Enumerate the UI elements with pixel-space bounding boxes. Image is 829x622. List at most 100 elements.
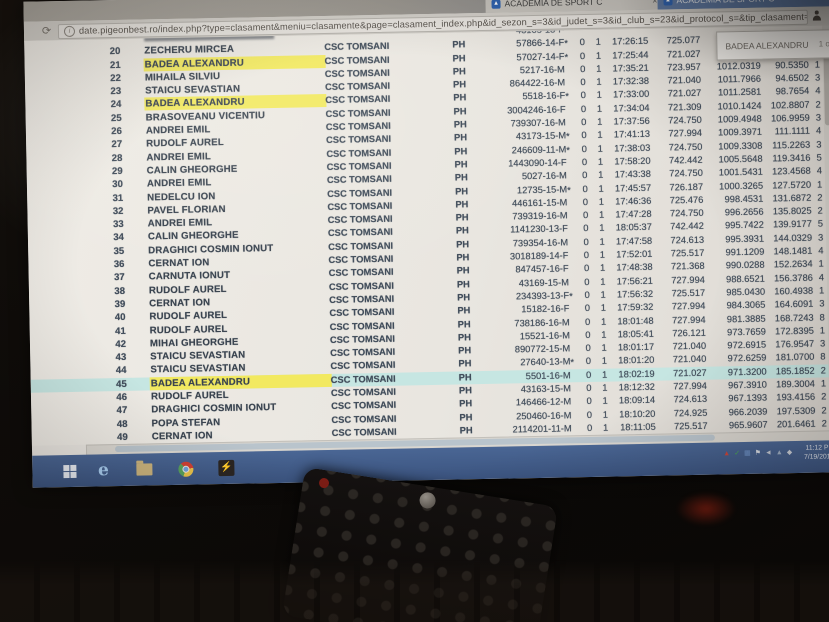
coefficient-cell: 127.5720 (772, 179, 812, 191)
speed-cell: 966.2039 (728, 406, 768, 417)
flag-a-cell: 0 (581, 143, 588, 154)
club-cell: CSC TOMSANI (331, 426, 397, 438)
taskbar-item-browser-e[interactable]: e (92, 459, 114, 481)
arrival-time-cell: 18:02:19 (618, 368, 655, 380)
club-cell: CSC TOMSANI (331, 400, 397, 412)
rank-cell: 28 (111, 152, 123, 164)
flag-a-cell: 0 (583, 223, 589, 234)
club-cell: CSC TOMSANI (330, 360, 396, 372)
club-cell: CSC TOMSANI (326, 134, 392, 146)
rank-cell: 41 (114, 325, 126, 337)
flag-a-cell: 0 (581, 130, 587, 141)
tray-icon[interactable]: ✓ (734, 450, 741, 458)
remote-power-button (418, 491, 437, 510)
tray-icon[interactable]: ◄ (764, 449, 772, 457)
arrival-time-cell: 17:41:13 (613, 129, 651, 140)
reload-icon[interactable]: ⟳ (41, 25, 52, 38)
flag-a-cell: 0 (587, 422, 593, 433)
ring-number-cell: 446161-15-M (511, 197, 568, 209)
tray-icon[interactable]: ▦ (743, 449, 751, 458)
flag-a-cell: 0 (585, 356, 592, 367)
rank-cell: 42 (115, 338, 127, 350)
club-cell: CSC TOMSANI (329, 306, 395, 319)
club-cell: CSC TOMSANI (328, 240, 394, 252)
tray-icon[interactable]: ◆ (786, 449, 793, 457)
folder-icon (136, 463, 153, 476)
speed-cell: 984.3065 (726, 299, 766, 311)
rank-cell: 32 (112, 205, 124, 217)
club-cell: CSC TOMSANI (328, 280, 394, 292)
distance-cell: 727.994 (671, 314, 706, 325)
distance-cell: 726.121 (672, 327, 706, 339)
page-info-icon[interactable]: i (63, 25, 76, 37)
speed-cell: 1009.3971 (718, 127, 763, 138)
speed-cell: 990.0288 (725, 259, 765, 271)
club-cell: CSC TOMSANI (327, 213, 393, 226)
arrival-time-cell: 17:45:57 (614, 182, 652, 194)
coefficient-cell: 111.1111 (774, 126, 811, 137)
flag-a-cell: 0 (579, 37, 585, 48)
speed-cell: 1011.2581 (717, 87, 762, 98)
arrival-time-cell: 17:58:20 (614, 155, 651, 167)
speed-cell: 967.3910 (728, 379, 767, 391)
arrival-time-cell: 18:12:32 (618, 381, 656, 393)
flag-a-cell: 0 (584, 303, 591, 314)
rank-cell: 26 (111, 125, 123, 138)
rank-cell: 46 (116, 391, 128, 404)
rank-cell: 21 (109, 59, 121, 71)
speed-cell: 1009.3308 (718, 140, 763, 152)
flag-a-cell: 0 (580, 77, 586, 88)
taskbar-item-chrome[interactable] (174, 458, 196, 480)
rank-cell: 35 (113, 245, 125, 257)
ring-number-cell: 739307-16-M (510, 117, 566, 129)
rank-cell: 29 (111, 165, 123, 178)
arrival-time-cell: 18:05:37 (615, 222, 652, 233)
find-query-input[interactable]: BADEA ALEXANDRU (725, 39, 809, 51)
rank-cell: 44 (115, 365, 127, 377)
flag-a-cell: 0 (584, 276, 590, 287)
distance-cell: 725.476 (669, 194, 704, 206)
ring-number-cell: 5501-16-M (525, 370, 571, 381)
rank-cell: 47 (116, 405, 128, 417)
ring-number-cell: 847457-16-F (515, 263, 569, 275)
profile-icon[interactable] (812, 10, 822, 20)
speed-cell: 981.3885 (726, 313, 766, 324)
coefficient-cell: 201.6461 (776, 418, 816, 430)
vertical-scrollbar-thumb[interactable] (823, 55, 829, 126)
rank-cell: 27 (111, 139, 123, 151)
find-bar[interactable]: BADEA ALEXANDRU 1 of 7 ∧ (716, 28, 829, 61)
start-button[interactable] (58, 460, 80, 482)
tray-icon[interactable]: ▲ (775, 449, 783, 457)
speed-cell: 1000.3265 (719, 180, 764, 192)
club-cell: CSC TOMSANI (326, 160, 392, 172)
speed-cell: 1001.5431 (718, 166, 763, 178)
speed-cell: 1005.5648 (718, 153, 763, 165)
ring-number-cell: 27640-13-M * (520, 356, 575, 368)
taskbar-item-photo-app[interactable]: ⚡ (215, 457, 237, 479)
arrival-time-cell: 17:52:01 (616, 248, 653, 260)
club-cell: CSC TOMSANI (331, 413, 397, 425)
ring-number-cell: 3004246-16-F (507, 104, 566, 116)
taskbar-clock[interactable]: 11:12 PM 7/19/2017 (804, 444, 829, 462)
distance-cell: 721.027 (666, 48, 701, 60)
tray-icon[interactable]: ▲ (723, 450, 731, 458)
distance-cell: 724.925 (673, 407, 708, 418)
coefficient-cell: 94.6502 (775, 72, 810, 84)
ring-number-cell: 246609-11-M * (511, 144, 571, 156)
arrival-time-cell: 17:25:44 (612, 49, 649, 61)
taskbar-item-file-explorer[interactable] (133, 458, 155, 480)
club-cell: CSC TOMSANI (327, 187, 393, 199)
remote-red-button (318, 477, 330, 489)
ring-number-cell: 2114201-11-M (512, 423, 572, 435)
ring-number-cell: 1443090-14-F (508, 157, 567, 169)
distance-cell: 724.613 (673, 394, 708, 405)
speed-cell: 973.7659 (727, 326, 766, 338)
distance-cell: 724.750 (669, 168, 703, 179)
ring-number-cell: 57027-14-F * (516, 50, 569, 62)
distance-cell: 727.994 (671, 274, 705, 286)
distance-cell: 727.994 (668, 128, 703, 139)
tray-icon[interactable]: ⚑ (754, 449, 762, 457)
flag-a-cell: 0 (583, 263, 590, 274)
coefficient-cell: 144.0329 (773, 232, 813, 244)
